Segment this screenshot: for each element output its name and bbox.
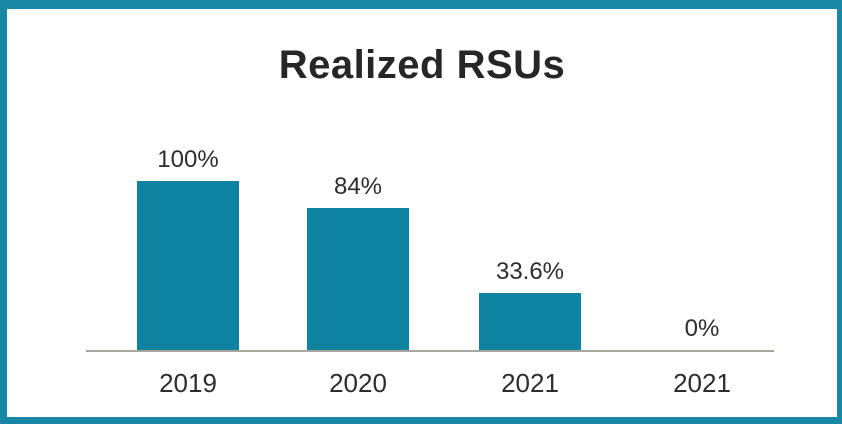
x-axis-labels: 2019 2020 2021 2021 <box>86 369 774 409</box>
bar-value-label-2020: 84% <box>333 172 383 200</box>
x-axis-label-2021-a: 2021 <box>501 368 559 398</box>
bar-value-label-2021-b: 0% <box>684 314 720 342</box>
bar-value-label-2019: 100% <box>157 145 219 173</box>
x-axis-label-2019: 2019 <box>159 368 217 398</box>
bar-2019 <box>137 181 239 350</box>
x-axis-label-2020: 2020 <box>329 368 387 398</box>
plot-area: 100% 84% 33.6% 0% <box>86 146 774 352</box>
bar-2021-a <box>479 293 581 350</box>
bar-2020 <box>307 208 409 350</box>
x-axis-label-2021-b: 2021 <box>673 368 731 398</box>
bar-value-label-2021-a: 33.6% <box>495 257 565 285</box>
chart-title: Realized RSUs <box>278 43 566 87</box>
